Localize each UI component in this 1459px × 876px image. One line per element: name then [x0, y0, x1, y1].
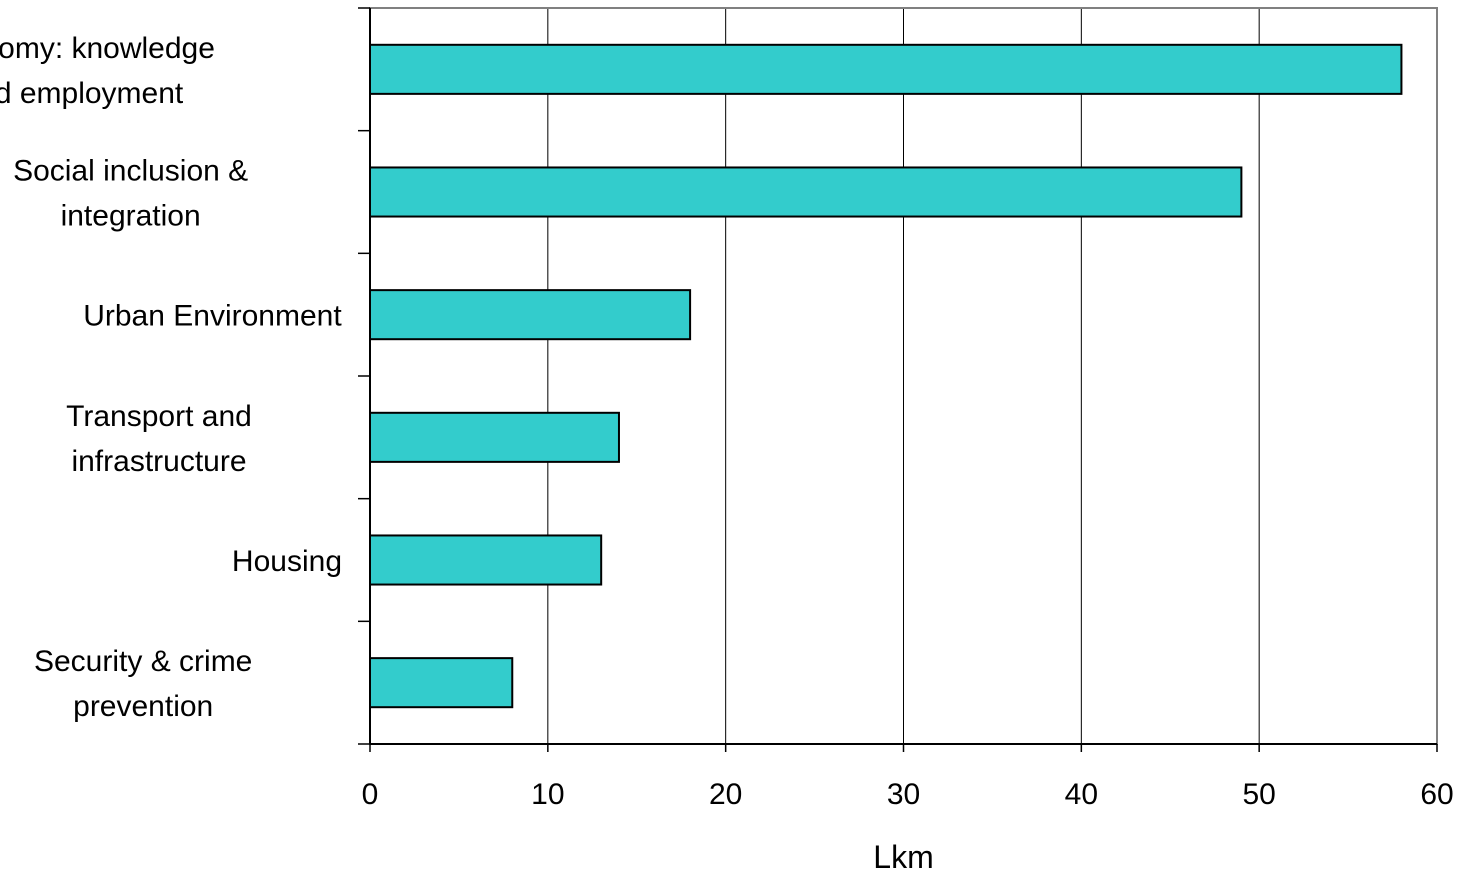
- x-tick-label: 50: [1242, 778, 1275, 811]
- bar: [369, 411, 620, 463]
- category-label: Urban Environment: [83, 300, 342, 333]
- bar-series: [369, 43, 1403, 709]
- x-axis-title: Lkm: [873, 839, 933, 875]
- x-tick-label: 0: [362, 778, 379, 811]
- category-label: Housing: [232, 545, 342, 578]
- bar: [369, 43, 1403, 95]
- x-tick-label: 40: [1065, 778, 1098, 811]
- grid-lines: [547, 8, 1260, 744]
- x-tick-labels: 0 10 20 30 40 50 60: [362, 778, 1454, 811]
- category-label: Economy: knowledgeand employment: [0, 32, 215, 110]
- bar: [369, 657, 514, 709]
- x-tick-label: 30: [887, 778, 920, 811]
- bar: [369, 166, 1243, 218]
- category-label: Transport and infrastructure: [66, 400, 252, 478]
- category-label: Security & crime prevention: [34, 645, 252, 723]
- x-tick-label: 20: [709, 778, 742, 811]
- x-tick-label: 60: [1420, 778, 1453, 811]
- x-tick-label: 10: [531, 778, 564, 811]
- bar: [369, 289, 692, 341]
- bar: [369, 534, 603, 586]
- category-label: Social inclusion & integration: [13, 155, 248, 233]
- category-labels: Economy: knowledgeand employment Social i…: [0, 32, 342, 723]
- axes: [358, 7, 1438, 752]
